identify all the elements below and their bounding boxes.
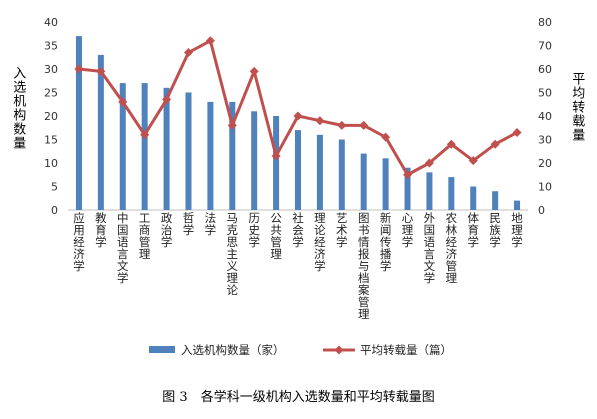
y-tick-label: 10 xyxy=(44,157,58,170)
y2-tick-label: 60 xyxy=(538,63,552,76)
line-point xyxy=(162,95,172,105)
x-tick-label: 社会学 xyxy=(292,211,304,249)
y-axis-title: 入选机构数量 xyxy=(10,66,26,150)
y2-tick-label: 10 xyxy=(538,181,552,194)
y2-tick-label: 20 xyxy=(538,157,552,170)
chart-svg: 0 5 10 15 20 25 30 35 40 0 10 20 30 40 50 60 70 80 应用经济学教育… xyxy=(44,16,552,357)
bar xyxy=(207,101,214,210)
figure-caption: 图 3 各学科一级机构入选数量和平均转载量图 xyxy=(162,390,435,405)
line-point xyxy=(293,111,303,121)
bar xyxy=(426,172,433,210)
line-point xyxy=(74,64,84,74)
y-tick-label: 20 xyxy=(44,110,58,123)
x-tick-label: 历史学 xyxy=(248,211,260,249)
bar xyxy=(141,83,148,210)
bar xyxy=(404,167,411,210)
y2-tick-label: 80 xyxy=(538,16,552,29)
y2-tick-label: 50 xyxy=(538,87,552,100)
bar xyxy=(360,153,367,210)
x-tick-label: 公共管理 xyxy=(270,211,282,261)
x-tick-label: 政治学 xyxy=(161,211,173,249)
line-point xyxy=(140,130,150,140)
line-point xyxy=(490,139,500,149)
line-point xyxy=(403,170,413,180)
line-point xyxy=(96,66,106,76)
y-tick-label: 15 xyxy=(44,134,58,147)
x-tick-label: 民族学 xyxy=(489,211,501,249)
x-tick-label: 工商管理 xyxy=(139,211,151,261)
bar xyxy=(119,83,126,210)
bar xyxy=(514,200,521,210)
x-tick-label: 体育学 xyxy=(467,211,479,249)
line-point xyxy=(468,156,478,166)
line-point xyxy=(271,151,281,161)
line-point xyxy=(512,127,522,137)
bar xyxy=(97,54,104,211)
line-point xyxy=(183,48,193,58)
y-tick-label: 30 xyxy=(44,63,58,76)
bar xyxy=(382,158,389,210)
line-point xyxy=(337,120,347,130)
bar xyxy=(273,116,280,210)
line-point xyxy=(118,97,128,107)
legend-line-label: 平均转载量（篇） xyxy=(360,343,452,357)
x-tick-label: 新闻传播学 xyxy=(380,211,392,273)
x-tick-label: 图书情报与档案管理 xyxy=(358,211,370,321)
y-tick-label: 35 xyxy=(44,40,58,53)
bar xyxy=(338,139,345,210)
y-tick-label: 0 xyxy=(51,204,58,217)
y2-tick-label: 0 xyxy=(538,204,545,217)
bar xyxy=(185,92,192,210)
bar xyxy=(470,186,477,210)
line-point xyxy=(315,116,325,126)
x-tick-label: 心理学 xyxy=(402,211,414,249)
line-point xyxy=(446,139,456,149)
bar xyxy=(251,111,258,210)
x-tick-label: 农林经济管理 xyxy=(446,211,458,285)
bar xyxy=(316,134,323,210)
y2-tick-label: 70 xyxy=(538,40,552,53)
line-point xyxy=(227,120,237,130)
x-tick-label: 理论经济学 xyxy=(314,211,326,273)
x-tick-label: 地理学 xyxy=(511,211,523,249)
bar xyxy=(492,191,499,210)
line-point xyxy=(424,158,434,168)
bar xyxy=(295,130,301,210)
bar xyxy=(163,87,170,210)
legend-line-marker xyxy=(334,345,344,355)
x-tick-label: 哲学 xyxy=(183,211,195,237)
x-tick-label: 教育学 xyxy=(95,211,107,249)
x-tick-label: 法学 xyxy=(205,211,217,237)
y2-tick-label: 30 xyxy=(538,134,552,147)
y-tick-label: 40 xyxy=(44,16,58,29)
legend-bar-label: 入选机构数量（家） xyxy=(181,343,285,357)
line-point xyxy=(249,66,259,76)
x-tick-label: 应用经济学 xyxy=(73,211,85,273)
y2-tick-label: 40 xyxy=(538,110,552,123)
x-tick-label: 外国语言文学 xyxy=(424,211,436,285)
x-tick-label: 马克思主义理论 xyxy=(227,211,239,297)
line-point xyxy=(205,36,215,46)
line-point xyxy=(359,120,369,130)
y-tick-label: 5 xyxy=(51,181,58,194)
x-tick-label: 中国语言文学 xyxy=(117,211,129,285)
bar xyxy=(75,36,82,210)
y-tick-label: 25 xyxy=(44,87,58,100)
legend-bar-swatch xyxy=(149,346,175,353)
x-tick-label: 艺术学 xyxy=(336,211,348,249)
bar xyxy=(448,177,455,210)
bar xyxy=(229,101,236,210)
line-point xyxy=(381,132,391,142)
y2-axis-title: 平均转载量 xyxy=(569,72,585,142)
